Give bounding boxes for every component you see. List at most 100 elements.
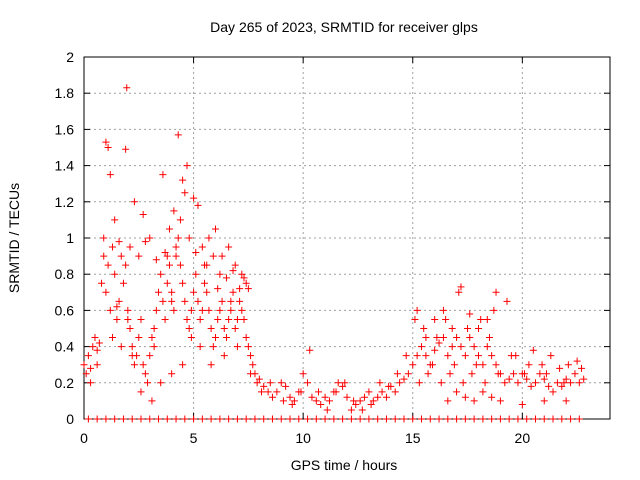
data-point bbox=[505, 375, 513, 383]
data-point bbox=[339, 382, 347, 390]
data-point bbox=[580, 375, 588, 383]
data-point bbox=[439, 334, 447, 342]
data-point bbox=[290, 397, 298, 405]
data-point bbox=[488, 352, 496, 360]
data-point-zero bbox=[409, 415, 417, 423]
data-point-zero bbox=[426, 415, 434, 423]
data-point bbox=[227, 297, 235, 305]
data-point-zero bbox=[242, 415, 250, 423]
data-point bbox=[312, 397, 320, 405]
data-point-zero bbox=[567, 415, 575, 423]
data-point bbox=[485, 334, 493, 342]
y-tick-label: 0 bbox=[66, 411, 74, 427]
data-point bbox=[229, 267, 237, 275]
data-point bbox=[315, 388, 323, 396]
grid-lines bbox=[84, 57, 610, 419]
data-point bbox=[212, 225, 219, 233]
x-tick-label: 10 bbox=[295, 430, 311, 446]
data-point bbox=[356, 397, 364, 405]
data-point-zero bbox=[496, 415, 504, 423]
data-point bbox=[475, 352, 482, 360]
data-point bbox=[378, 388, 386, 396]
data-point-zero bbox=[155, 415, 163, 423]
data-point-zero bbox=[207, 415, 215, 423]
data-point bbox=[431, 346, 439, 354]
data-point bbox=[279, 397, 287, 405]
data-point bbox=[369, 397, 377, 405]
data-point bbox=[391, 388, 399, 396]
data-point bbox=[547, 352, 555, 360]
data-point bbox=[240, 315, 248, 323]
data-point bbox=[183, 162, 191, 170]
data-point bbox=[459, 379, 467, 387]
data-point bbox=[152, 256, 160, 264]
data-point bbox=[525, 361, 533, 369]
data-point-zero bbox=[540, 415, 548, 423]
data-point bbox=[479, 361, 487, 369]
data-point bbox=[98, 279, 106, 287]
data-point bbox=[244, 343, 252, 351]
data-point bbox=[89, 343, 97, 351]
data-point bbox=[115, 238, 123, 246]
data-point bbox=[157, 270, 165, 278]
data-point bbox=[428, 361, 436, 369]
data-point-zero bbox=[330, 415, 338, 423]
data-point bbox=[161, 248, 169, 256]
data-point-zero bbox=[461, 415, 469, 423]
data-point bbox=[123, 84, 131, 92]
data-point bbox=[113, 303, 121, 311]
data-point bbox=[222, 274, 230, 282]
data-point-zero bbox=[146, 415, 154, 423]
data-point bbox=[150, 343, 158, 351]
data-point bbox=[203, 261, 211, 269]
y-tick-label: 0.4 bbox=[55, 339, 75, 355]
data-point bbox=[490, 306, 498, 314]
data-point bbox=[343, 393, 351, 401]
data-point bbox=[464, 325, 472, 332]
data-point bbox=[91, 334, 99, 342]
data-point bbox=[317, 401, 325, 409]
data-point bbox=[115, 297, 123, 305]
data-point bbox=[564, 361, 572, 369]
data-point bbox=[444, 397, 452, 405]
data-point bbox=[297, 388, 305, 396]
data-point bbox=[225, 243, 233, 251]
data-point bbox=[288, 401, 296, 409]
y-tick-label: 2 bbox=[66, 49, 74, 65]
data-point bbox=[361, 393, 369, 401]
data-point-zero bbox=[365, 415, 373, 423]
data-point-zero bbox=[295, 415, 303, 423]
data-point bbox=[128, 343, 136, 351]
data-point bbox=[172, 243, 180, 251]
data-point bbox=[350, 397, 358, 405]
data-point-zero bbox=[479, 415, 487, 423]
data-point bbox=[420, 325, 428, 332]
data-point-zero bbox=[172, 415, 180, 423]
data-point bbox=[341, 379, 349, 387]
data-point bbox=[126, 243, 134, 251]
data-point bbox=[229, 288, 237, 296]
data-point bbox=[549, 388, 557, 396]
data-point bbox=[190, 288, 198, 296]
data-point bbox=[207, 361, 215, 369]
data-point bbox=[238, 270, 246, 278]
data-point bbox=[179, 279, 187, 287]
data-point bbox=[492, 288, 500, 296]
data-point bbox=[247, 370, 255, 378]
data-point bbox=[236, 285, 244, 293]
data-point bbox=[102, 288, 110, 296]
data-point-zero bbox=[435, 415, 443, 423]
data-point bbox=[216, 270, 224, 278]
data-point bbox=[113, 315, 121, 323]
data-point bbox=[174, 131, 182, 139]
data-point-zero bbox=[453, 415, 461, 423]
data-point bbox=[415, 379, 423, 387]
data-point bbox=[470, 397, 478, 405]
data-point bbox=[196, 343, 204, 351]
data-point bbox=[242, 279, 250, 287]
data-point bbox=[93, 346, 101, 354]
data-point bbox=[323, 406, 331, 414]
data-point bbox=[411, 315, 419, 323]
data-point bbox=[260, 382, 268, 390]
x-tick-label: 5 bbox=[190, 430, 198, 446]
